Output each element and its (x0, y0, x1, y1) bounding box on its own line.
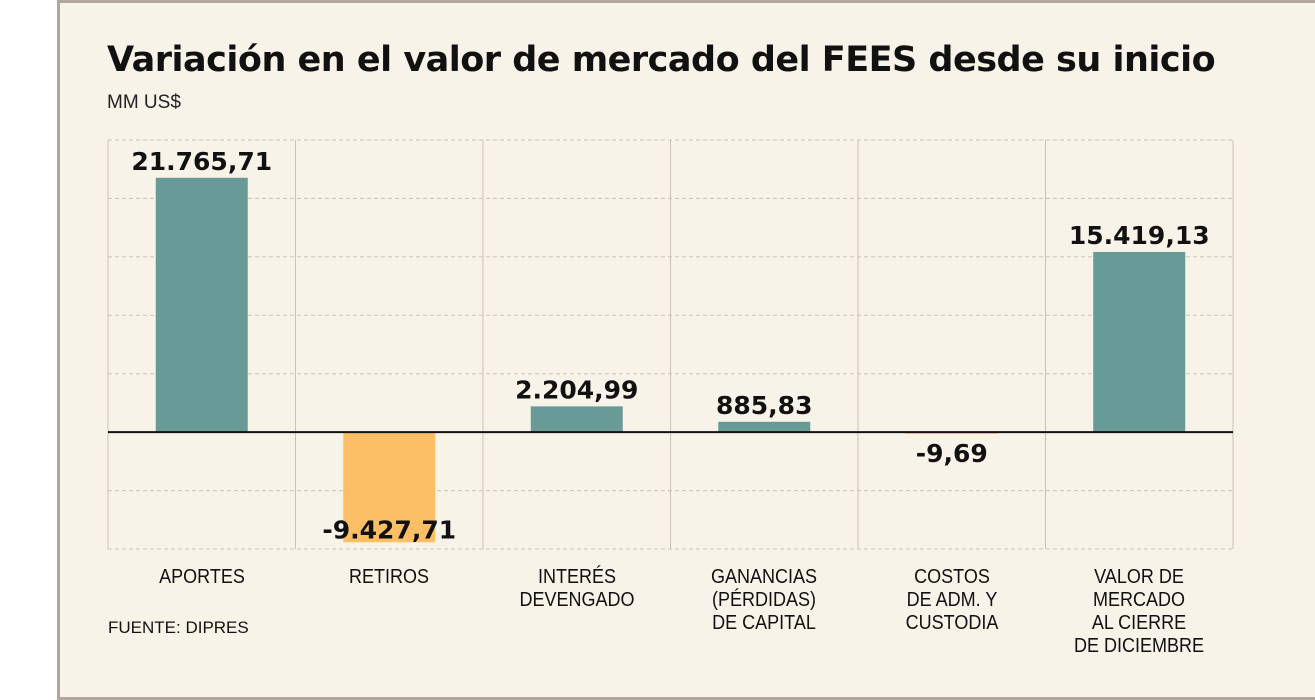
bar-3 (530, 406, 623, 433)
data-label: 21.765,71 (131, 147, 272, 176)
data-label: 15.419,13 (1069, 221, 1210, 250)
data-label: -9,69 (916, 439, 988, 468)
bar-1 (155, 177, 248, 433)
source-note: FUENTE: DIPRES (108, 618, 249, 637)
category-label: COSTOS DE ADM. Y CUSTODIA (905, 566, 999, 634)
category-label: APORTES (158, 566, 245, 588)
bar-2 (343, 432, 436, 543)
category-label: RETIROS (349, 566, 430, 588)
data-label: 885,83 (716, 391, 812, 420)
data-label: -9.427,71 (322, 515, 456, 544)
category-label: INTERÉS DEVENGADO (519, 566, 635, 611)
bar-4 (718, 421, 811, 433)
data-label: 2.204,99 (515, 375, 638, 404)
chart-title: Variación en el valor de mercado del FEE… (107, 40, 1216, 80)
chart-unit-label: MM US$ (107, 92, 181, 113)
category-label: GANANCIAS (PÉRDIDAS) DE CAPITAL (711, 566, 818, 634)
category-label: VALOR DE MERCADO AL CIERRE DE DICIEMBRE (1074, 566, 1205, 657)
bar-6 (1093, 251, 1186, 433)
